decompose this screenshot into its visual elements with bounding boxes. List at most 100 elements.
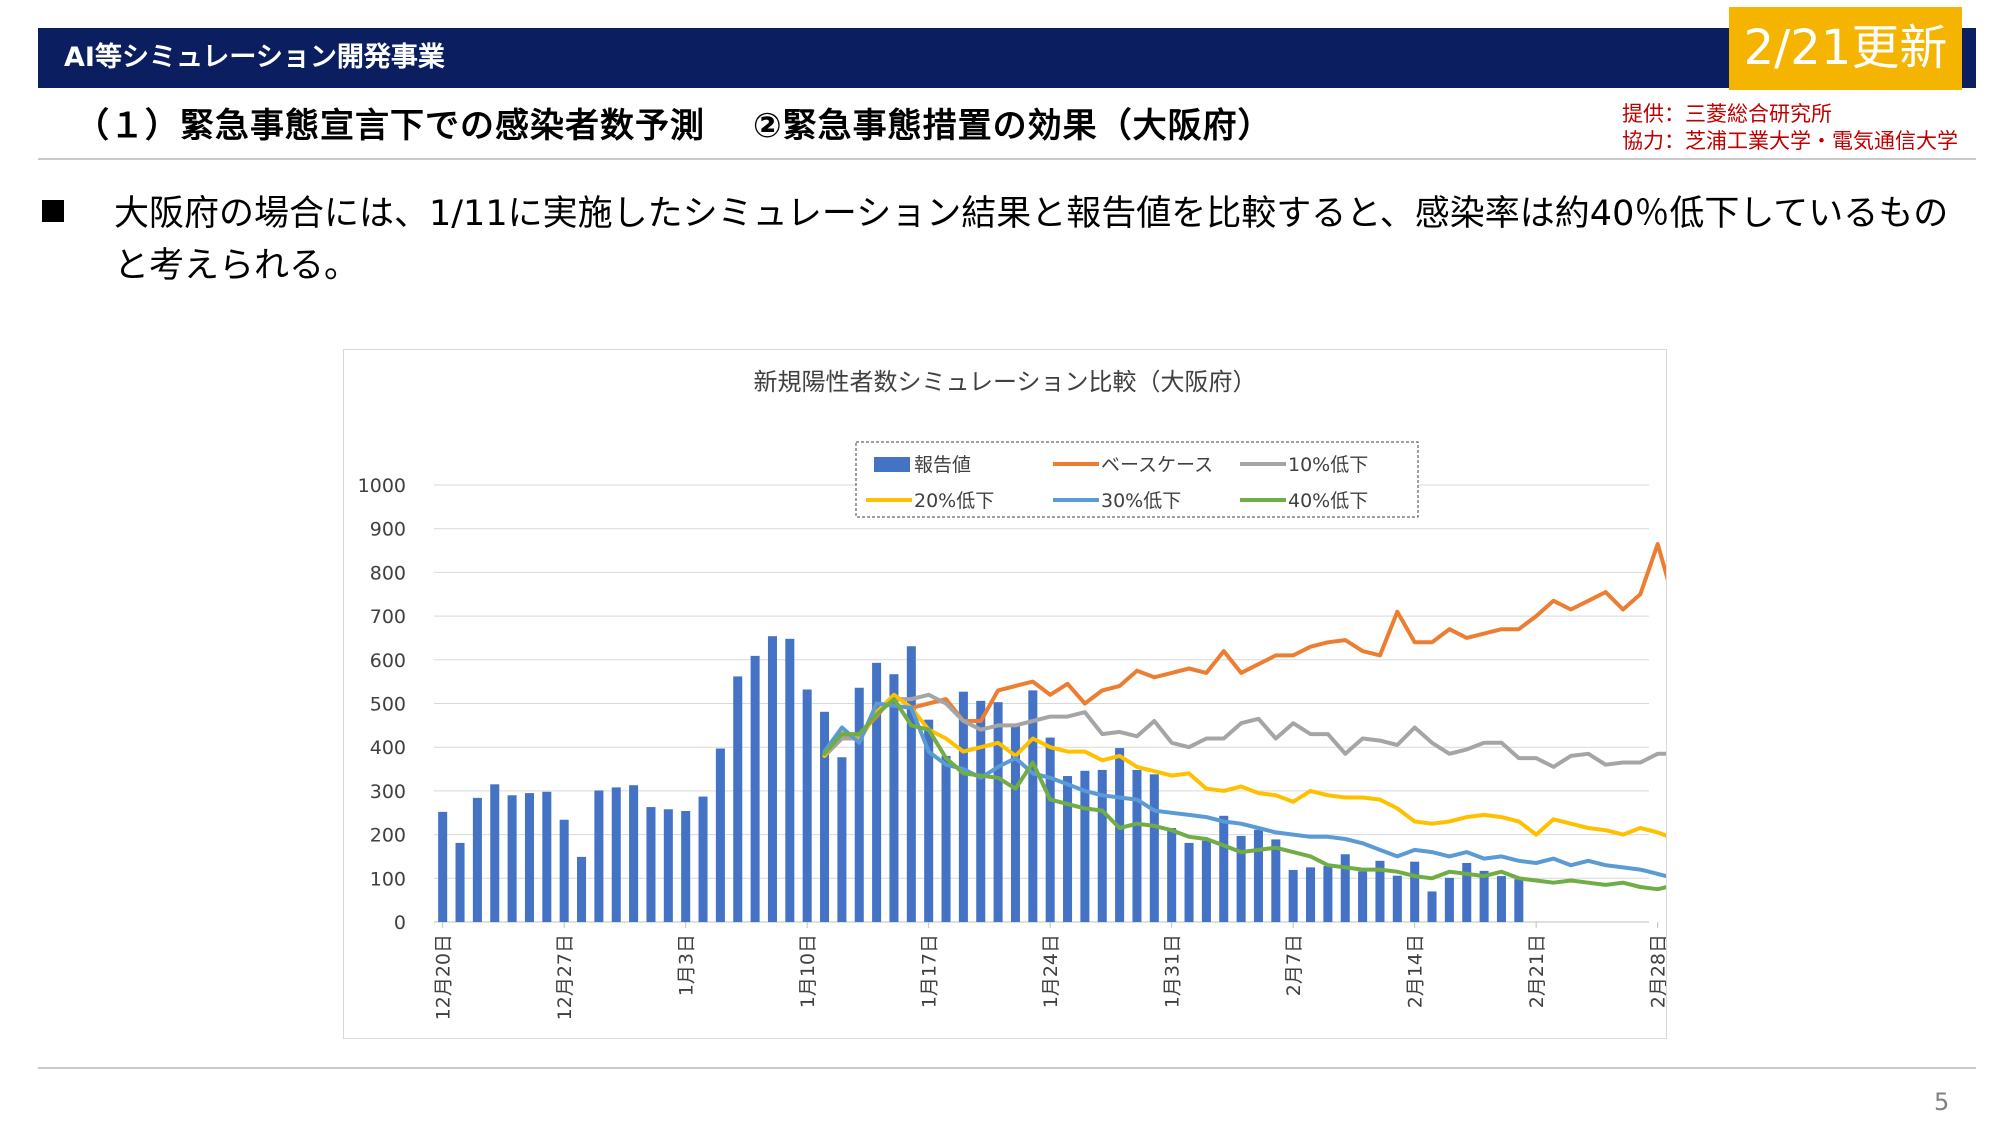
x-tick-label: 1月3日 [676, 934, 698, 996]
bar-reported [698, 796, 708, 922]
bar-reported [1236, 835, 1246, 922]
update-badge: 2/21更新 [1729, 7, 1962, 90]
bar-reported [629, 785, 639, 922]
legend-label: 20%低下 [914, 490, 994, 512]
y-tick-label: 200 [370, 825, 406, 847]
bar-reported [1323, 866, 1333, 922]
bar-reported [993, 702, 1003, 922]
bar-reported [1132, 769, 1142, 922]
bar-reported [889, 674, 899, 922]
bar-reported [785, 638, 795, 922]
bar-reported [1045, 737, 1055, 922]
bar-reported [733, 676, 743, 922]
x-tick-label: 2月21日 [1526, 934, 1548, 1008]
bar-reported [1306, 867, 1316, 922]
y-tick-label: 400 [370, 737, 406, 759]
bar-reported [681, 811, 691, 922]
x-tick-label: 2月7日 [1283, 934, 1305, 996]
y-tick-label: 100 [370, 868, 406, 890]
legend-box [855, 441, 1419, 518]
bar-reported [1358, 871, 1368, 922]
bar-reported [1149, 774, 1159, 922]
bar-reported [837, 757, 847, 922]
x-tick-label: 2月14日 [1405, 934, 1427, 1008]
bar-reported [611, 787, 621, 922]
header-bar: AI等シミュレーション開発事業 [38, 28, 1976, 88]
bar-reported [1271, 839, 1281, 922]
bullet-text: 大阪府の場合には、1/11に実施したシミュレーション結果と報告値を比較すると、感… [114, 194, 1949, 286]
title-divider [38, 158, 1976, 160]
bar-reported [1479, 870, 1489, 922]
legend-label: ベースケース [1101, 454, 1213, 476]
bar-reported [577, 856, 587, 922]
chart-title: 新規陽性者数シミュレーション比較（大阪府） [753, 368, 1256, 396]
bar-reported [1115, 748, 1125, 922]
bar-reported [507, 795, 517, 922]
bar-reported [1496, 876, 1506, 922]
bar-reported [1080, 770, 1090, 922]
bar-reported [1340, 854, 1350, 922]
series-line-minus20 [822, 692, 1666, 838]
x-tick-label: 12月20日 [433, 934, 455, 1020]
bullet-square-icon [42, 200, 64, 222]
y-tick-label: 1000 [358, 475, 406, 497]
x-tick-label: 1月17日 [919, 934, 941, 1008]
bar-reported [1288, 869, 1298, 922]
header-bar-title: AI等シミュレーション開発事業 [64, 42, 445, 73]
bar-reported [1063, 776, 1073, 922]
bar-reported [455, 842, 465, 922]
y-tick-label: 500 [370, 694, 406, 716]
bar-reported [594, 790, 604, 922]
bar-reported [1462, 863, 1472, 922]
bar-reported [646, 807, 656, 922]
y-tick-label: 300 [370, 781, 406, 803]
bar-reported [1253, 829, 1263, 922]
simulation-chart: 新規陽性者数シミュレーション比較（大阪府） 0 100 200 300 400 500 600… [343, 349, 1667, 1039]
y-tick-label: 900 [370, 519, 406, 541]
bar-reported [1392, 875, 1402, 922]
bar-reported [438, 811, 448, 922]
bar-reported [1028, 690, 1038, 922]
bar-reported [1097, 769, 1107, 922]
bar-reported [559, 819, 569, 922]
bar-reported [1201, 840, 1211, 922]
series-line-minus40 [822, 697, 1666, 892]
x-tick-label: 1月31日 [1162, 934, 1184, 1008]
y-tick-label: 600 [370, 650, 406, 672]
bar-reported [1427, 891, 1437, 922]
bar-reported [490, 784, 500, 922]
bar-reported [924, 719, 934, 922]
bar-reported [1444, 877, 1454, 922]
page-number: 5 [1934, 1088, 1950, 1116]
x-tick-label: 12月27日 [554, 934, 576, 1020]
bar-reported [872, 662, 882, 922]
bar-reported [1410, 861, 1420, 922]
legend-swatch-reported [874, 457, 910, 472]
bar-reported [542, 791, 552, 922]
bar-reported [1010, 725, 1020, 922]
legend-label: 10%低下 [1288, 454, 1368, 476]
bar-reported [958, 691, 968, 922]
bar-reported [941, 755, 951, 922]
bar-reported [715, 748, 725, 922]
bar-reported [1514, 879, 1524, 922]
bar-reported [1184, 842, 1194, 922]
bar-reported [750, 655, 760, 922]
legend-label: 報告値 [914, 454, 971, 476]
bar-reported [472, 797, 482, 922]
bar-reported [820, 711, 830, 922]
credit-provider: 提供：三菱総合研究所 [1622, 102, 1832, 126]
x-tick-label: 1月10日 [797, 934, 819, 1008]
x-tick-label: 2月28日 [1648, 934, 1666, 1008]
legend-label: 40%低下 [1288, 490, 1368, 512]
bar-reported [524, 793, 534, 922]
bar-reported [767, 636, 777, 922]
chart-svg: 新規陽性者数シミュレーション比較（大阪府） 0 100 200 300 400 500 600… [358, 368, 1666, 1020]
bar-reported [663, 809, 673, 922]
bar-reported [906, 646, 916, 922]
footer-divider [38, 1067, 1976, 1069]
bar-reported [1167, 828, 1177, 922]
credit-cooperation: 協力：芝浦工業大学・電気通信大学 [1622, 129, 1958, 153]
y-tick-label: 700 [370, 606, 406, 628]
x-tick-label: 1月24日 [1040, 934, 1062, 1008]
